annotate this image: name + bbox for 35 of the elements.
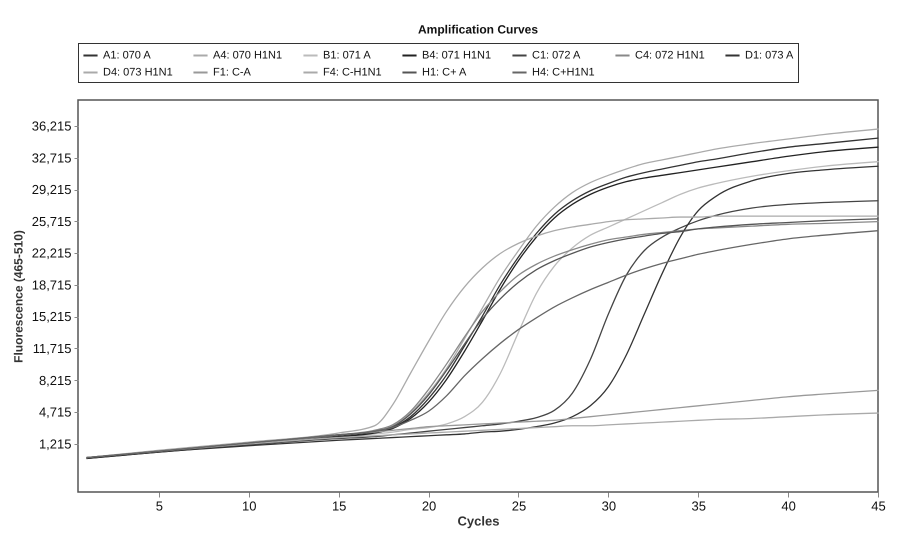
legend-label: B1: 071 A — [323, 50, 372, 62]
y-tick-label: 36,215 — [32, 118, 72, 134]
y-tick-label: 1,215 — [38, 436, 72, 452]
x-tick-label: 45 — [871, 498, 886, 514]
y-tick-label: 4,715 — [38, 404, 72, 420]
x-axis-title: Cycles — [458, 514, 500, 528]
legend-label: D4: 073 H1N1 — [103, 66, 173, 78]
chart-title: Amplification Curves — [418, 22, 538, 36]
legend-label: A1: 070 A — [103, 50, 152, 62]
y-tick-label: 22,215 — [32, 246, 72, 261]
x-tick-label: 30 — [602, 498, 616, 514]
legend-label: H1: C+ A — [422, 66, 467, 78]
y-tick-label: 18,715 — [32, 277, 72, 292]
y-axis-title: Fluorescence (465-510) — [12, 230, 26, 363]
x-tick-label: 5 — [156, 498, 164, 514]
x-tick-label: 40 — [781, 498, 796, 514]
y-tick-label: 25,715 — [32, 214, 72, 229]
legend-label: C4: 072 H1N1 — [635, 50, 705, 62]
y-tick-label: 11,715 — [32, 340, 72, 356]
y-tick-label: 29,215 — [32, 182, 72, 198]
legend-label: F4: C-H1N1 — [323, 66, 382, 78]
x-tick-label: 15 — [332, 498, 346, 514]
y-tick-label: 8,215 — [38, 372, 72, 388]
y-tick-label: 32,715 — [32, 150, 72, 166]
legend-label: D1: 073 A — [745, 50, 794, 62]
legend-label: C1: 072 A — [532, 50, 581, 62]
legend-label: F1: C-A — [213, 66, 252, 78]
y-tick-label: 15,215 — [32, 309, 72, 324]
legend-label: H4: C+H1N1 — [532, 66, 595, 78]
x-tick-label: 10 — [242, 498, 257, 514]
x-tick-label: 25 — [512, 498, 526, 514]
x-tick-label: 20 — [422, 498, 436, 514]
legend-label: A4: 070 H1N1 — [213, 50, 282, 62]
legend-label: B4: 071 H1N1 — [422, 50, 492, 62]
x-tick-label: 35 — [691, 498, 706, 514]
